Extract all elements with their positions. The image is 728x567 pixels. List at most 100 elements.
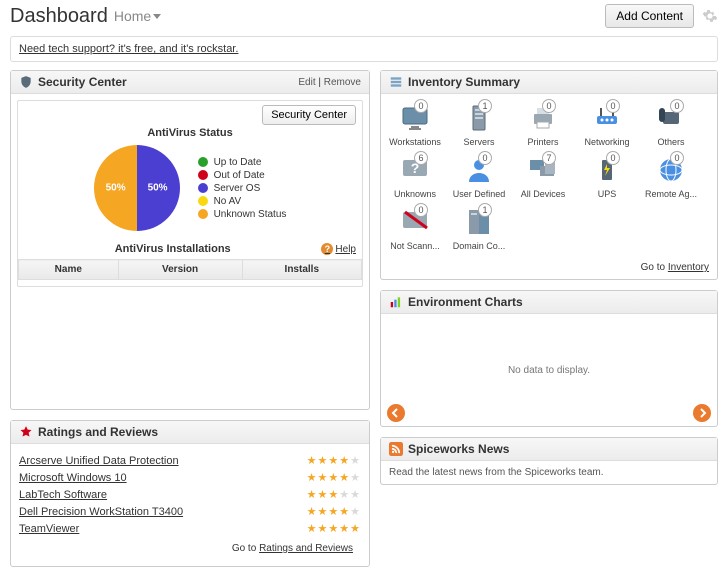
inventory-label: Domain Co...	[449, 241, 509, 251]
shield-icon	[19, 75, 33, 89]
rating-row: Microsoft Windows 10 ★★★★★	[19, 469, 361, 486]
inventory-count-badge: 0	[670, 99, 684, 113]
inventory-count-badge: 0	[478, 151, 492, 165]
rss-icon	[389, 442, 403, 456]
user-icon: 0	[462, 153, 496, 187]
rating-stars: ★★★★★	[307, 454, 361, 467]
inventory-grid: 0 Workstations 1 Servers 0Printers0Networkin…	[381, 94, 717, 258]
printer-icon: 0	[526, 101, 560, 135]
inventory-item[interactable]: 0 Remote Ag...	[641, 153, 701, 199]
legend-item: Server OS	[198, 183, 287, 194]
news-widget: Spiceworks News Read the latest news fro…	[380, 437, 718, 485]
gear-icon[interactable]	[702, 8, 718, 24]
inventory-label: Workstations	[385, 137, 445, 147]
inventory-item[interactable]: 0 Workstations	[385, 101, 445, 147]
table-header: Installs	[242, 260, 361, 280]
go-to-ratings-link[interactable]: Ratings and Reviews	[259, 543, 353, 554]
inventory-item[interactable]: 0Others	[641, 101, 701, 147]
chart-icon	[389, 295, 403, 309]
rating-link[interactable]: Microsoft Windows 10	[19, 472, 127, 484]
add-content-button[interactable]: Add Content	[605, 4, 694, 28]
help-link[interactable]: ? Help	[321, 243, 356, 255]
legend-swatch	[198, 209, 208, 219]
legend-swatch	[198, 157, 208, 167]
security-center-button[interactable]: Security Center	[262, 105, 356, 125]
inventory-widget: Inventory Summary 0Workstations1Servers0…	[380, 70, 718, 280]
help-icon: ?	[321, 243, 333, 255]
inventory-count-badge: 1	[478, 99, 492, 113]
chevron-down-icon	[153, 14, 161, 19]
legend-item: Out of Date	[198, 170, 287, 181]
inventory-icon	[389, 75, 403, 89]
rating-link[interactable]: Dell Precision WorkStation T3400	[19, 506, 183, 518]
table-header: Name	[19, 260, 119, 280]
rating-row: Arcserve Unified Data Protection ★★★★★	[19, 452, 361, 469]
inventory-count-badge: 0	[414, 99, 428, 113]
security-title: Security Center	[38, 75, 127, 89]
monitor-icon: 0	[398, 101, 432, 135]
rating-link[interactable]: LabTech Software	[19, 489, 107, 501]
inventory-count-badge: 1	[478, 203, 492, 217]
inventory-label: Remote Ag...	[641, 189, 701, 199]
legend-swatch	[198, 183, 208, 193]
inventory-item[interactable]: 0UPS	[577, 153, 637, 199]
inventory-item[interactable]: 7 All Devices	[513, 153, 573, 199]
rating-row: TeamViewer★★★★★	[19, 520, 361, 537]
inventory-label: Unknowns	[385, 189, 445, 199]
rating-row: LabTech Software ★★★★★	[19, 486, 361, 503]
antivirus-pie-chart: 50% 50%	[94, 145, 180, 231]
ratings-widget: Ratings and Reviews Arcserve Unified Dat…	[10, 420, 370, 567]
rating-link[interactable]: Arcserve Unified Data Protection	[19, 455, 179, 467]
question-icon: ?6	[398, 153, 432, 187]
env-next-button[interactable]	[693, 404, 711, 422]
news-title: Spiceworks News	[408, 442, 509, 456]
antivirus-table: NameVersionInstalls	[18, 259, 362, 280]
environment-widget: Environment Charts No data to display.	[380, 290, 718, 427]
inventory-label: All Devices	[513, 189, 573, 199]
security-center-widget: Security Center Edit | Remove Security C…	[10, 70, 370, 410]
noscan-icon: 0	[398, 205, 432, 239]
phone-icon: 0	[654, 101, 688, 135]
inventory-item[interactable]: 0Networking	[577, 101, 637, 147]
pie-label-right: 50%	[148, 183, 168, 194]
inventory-count-badge: 0	[542, 99, 556, 113]
rating-stars: ★★★★★	[307, 488, 361, 501]
env-empty-text: No data to display.	[508, 365, 590, 376]
support-link[interactable]: Need tech support? it's free, and it's r…	[19, 43, 238, 55]
remove-link[interactable]: Remove	[324, 77, 361, 88]
breadcrumb-home[interactable]: Home	[114, 8, 161, 24]
ratings-list: Arcserve Unified Data Protection★★★★★Mic…	[19, 450, 361, 539]
breadcrumb-label: Home	[114, 8, 151, 24]
legend-label: Server OS	[214, 183, 261, 194]
inventory-item[interactable]: 0Printers	[513, 101, 573, 147]
inventory-item[interactable]: 0User Defined	[449, 153, 509, 199]
inventory-item[interactable]: 1 Servers	[449, 101, 509, 147]
env-title: Environment Charts	[408, 295, 523, 309]
inventory-count-badge: 0	[606, 99, 620, 113]
inventory-count-badge: 6	[414, 151, 428, 165]
news-body: Read the latest news from the Spiceworks…	[381, 461, 717, 484]
inventory-item[interactable]: 1 Domain Co...	[449, 205, 509, 251]
legend-swatch	[198, 170, 208, 180]
inventory-label: Servers	[449, 137, 509, 147]
rating-stars: ★★★★★	[307, 471, 361, 484]
go-to-inventory-link[interactable]: Inventory	[668, 262, 709, 273]
support-banner: Need tech support? it's free, and it's r…	[10, 36, 718, 62]
rating-link[interactable]: TeamViewer	[19, 523, 79, 535]
legend-label: No AV	[214, 196, 242, 207]
legend-label: Up to Date	[214, 157, 262, 168]
inventory-label: UPS	[577, 189, 637, 199]
ratings-title: Ratings and Reviews	[38, 425, 158, 439]
inventory-label: Not Scann...	[385, 241, 445, 251]
env-prev-button[interactable]	[387, 404, 405, 422]
pie-label-left: 50%	[106, 183, 126, 194]
inventory-item[interactable]: ?6 Unknowns	[385, 153, 445, 199]
star-icon	[19, 425, 33, 439]
inventory-item[interactable]: 0 Not Scann...	[385, 205, 445, 251]
legend-label: Unknown Status	[214, 209, 287, 220]
inventory-count-badge: 7	[542, 151, 556, 165]
edit-link[interactable]: Edit	[298, 77, 315, 88]
inventory-count-badge: 0	[670, 151, 684, 165]
antivirus-installs-title: AntiVirus Installations	[24, 243, 321, 255]
rating-stars: ★★★★★	[307, 505, 361, 518]
